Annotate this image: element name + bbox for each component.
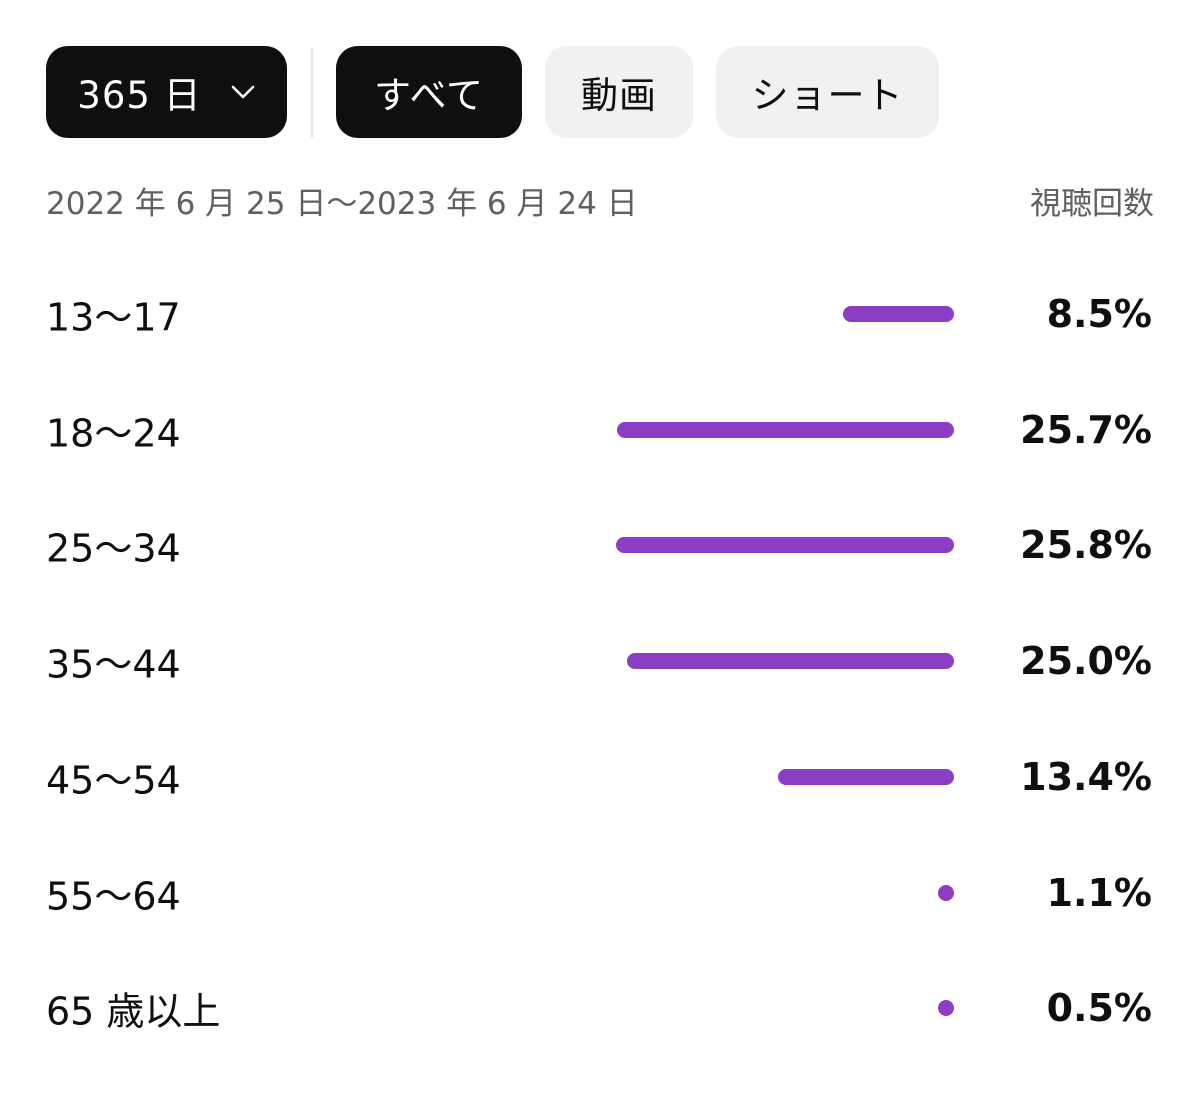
age-bar bbox=[938, 884, 954, 901]
age-group-label: 45～54 bbox=[46, 758, 181, 803]
age-group-label: 13～17 bbox=[46, 295, 181, 340]
age-percentage: 25.8% bbox=[1020, 523, 1152, 568]
age-bar bbox=[938, 1000, 954, 1017]
chevron-down-icon bbox=[230, 84, 256, 100]
age-percentage: 25.7% bbox=[1020, 407, 1152, 452]
age-row: 18～24 25.7% bbox=[0, 400, 1200, 460]
age-percentage: 0.5% bbox=[1046, 986, 1152, 1031]
age-group-label: 65 歳以上 bbox=[46, 989, 221, 1034]
age-percentage: 8.5% bbox=[1046, 292, 1152, 336]
tab-shorts-label: ショート bbox=[751, 74, 904, 117]
age-row: 45～54 13.4% bbox=[0, 747, 1200, 807]
date-range: 2022 年 6 月 25 日～2023 年 6 月 24 日 bbox=[46, 186, 638, 222]
age-group-label: 35～44 bbox=[46, 642, 181, 687]
period-dropdown[interactable]: 365 日 bbox=[46, 46, 287, 138]
age-percentage: 13.4% bbox=[1020, 754, 1152, 799]
age-row: 65 歳以上 0.5% bbox=[0, 978, 1200, 1038]
tab-shorts[interactable]: ショート bbox=[716, 46, 939, 138]
age-percentage: 1.1% bbox=[1046, 870, 1152, 915]
age-group-label: 55～64 bbox=[46, 874, 181, 918]
filter-divider bbox=[311, 48, 313, 138]
age-row: 13～17 8.5% bbox=[0, 284, 1200, 344]
tab-videos[interactable]: 動画 bbox=[545, 46, 693, 138]
age-bar bbox=[842, 306, 954, 322]
age-group-label: 25～34 bbox=[46, 526, 181, 571]
tab-videos-label: 動画 bbox=[581, 74, 657, 117]
age-row: 35～44 25.0% bbox=[0, 631, 1200, 691]
tab-all-label: すべて bbox=[374, 74, 484, 117]
age-group-label: 18～24 bbox=[46, 411, 181, 456]
age-bar bbox=[626, 653, 954, 670]
age-bar bbox=[778, 768, 954, 785]
age-bar bbox=[616, 537, 954, 554]
age-row: 25～34 25.8% bbox=[0, 515, 1200, 575]
metric-label: 視聴回数 bbox=[1030, 186, 1154, 222]
tab-all[interactable]: すべて bbox=[336, 46, 522, 138]
period-label: 365 日 bbox=[77, 74, 202, 117]
age-percentage: 25.0% bbox=[1020, 639, 1152, 684]
age-bar bbox=[617, 421, 954, 438]
age-row: 55～64 1.1% bbox=[0, 863, 1200, 923]
